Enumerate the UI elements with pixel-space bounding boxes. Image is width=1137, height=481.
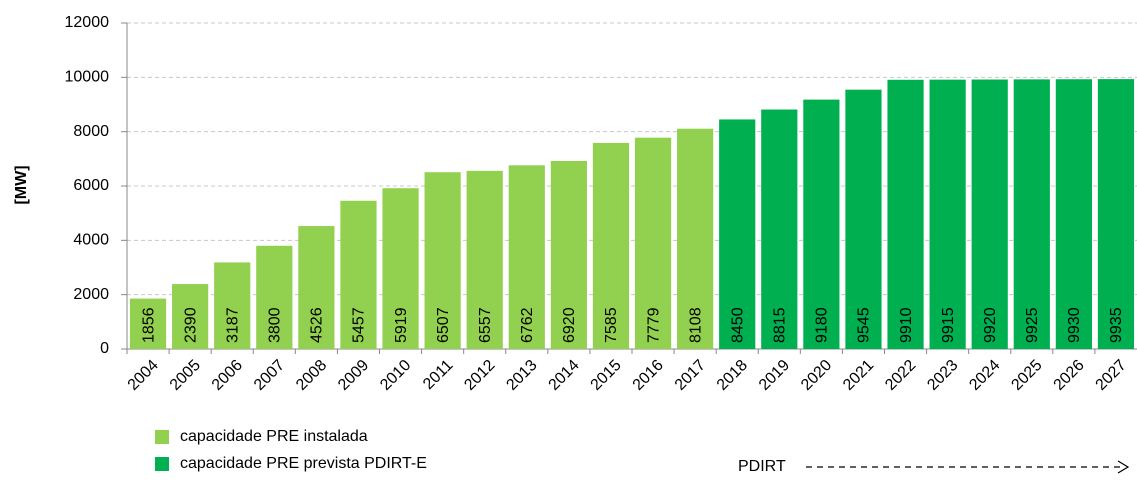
- bar: [634, 137, 672, 349]
- x-tick-label: 2017: [672, 357, 709, 394]
- bar: [677, 128, 714, 349]
- bar: [1097, 79, 1135, 349]
- bar: [971, 79, 1008, 350]
- y-tick-label: 4000: [73, 232, 109, 249]
- value-label: 7585: [603, 307, 620, 343]
- x-tick-label: 2009: [335, 357, 372, 394]
- value-label: 9930: [1066, 307, 1083, 343]
- bar: [424, 172, 461, 349]
- x-tick-label: 2021: [840, 357, 877, 394]
- bar: [466, 170, 503, 349]
- x-tick-label: 2026: [1050, 357, 1087, 394]
- bar: [1055, 79, 1092, 350]
- x-tick-label: 2022: [882, 357, 919, 394]
- x-tick-label: 2012: [461, 357, 498, 394]
- value-label: 8815: [772, 307, 789, 343]
- x-tick-label: 2023: [924, 357, 961, 394]
- value-label: 8450: [729, 307, 746, 343]
- x-tick-label: 2015: [588, 357, 625, 394]
- legend-swatch: [155, 430, 169, 444]
- value-label: 9545: [856, 307, 873, 343]
- value-label: 5457: [351, 307, 368, 343]
- value-label: 8108: [687, 307, 704, 343]
- value-label: 5919: [393, 307, 410, 343]
- x-tick-label: 2019: [756, 357, 793, 394]
- value-label: 9920: [982, 307, 999, 343]
- y-tick-label: 8000: [73, 123, 109, 140]
- value-label: 6762: [519, 307, 536, 343]
- legend-label: capacidade PRE instalada: [180, 428, 368, 445]
- annotation-arrowhead: [1117, 460, 1130, 474]
- bar: [298, 226, 335, 349]
- x-tick-label: 2025: [1008, 357, 1045, 394]
- bar: [550, 161, 587, 349]
- x-tick-label: 2018: [714, 357, 751, 394]
- x-tick-label: 2027: [1093, 357, 1130, 394]
- bar: [508, 165, 545, 349]
- value-label: 7779: [645, 307, 662, 343]
- legend-label: capacidade PRE prevista PDIRT-E: [180, 455, 427, 472]
- bar: [382, 188, 419, 349]
- y-tick-label: 10000: [65, 69, 110, 86]
- bar: [719, 119, 756, 349]
- x-tick-label: 2020: [798, 357, 835, 394]
- value-label: 9180: [814, 307, 831, 343]
- x-tick-label: 2014: [545, 357, 582, 394]
- annotation: PDIRT: [738, 458, 786, 475]
- bar: [172, 284, 209, 349]
- x-tick-label: 2011: [420, 357, 456, 393]
- y-tick-label: 2000: [73, 286, 109, 303]
- value-label: 6557: [477, 307, 494, 343]
- bar: [129, 298, 167, 349]
- x-tick-label: 2016: [630, 357, 667, 394]
- bar: [845, 89, 882, 350]
- y-tick-label: 6000: [73, 177, 109, 194]
- x-tick-label: 2013: [503, 357, 540, 394]
- x-tick-label: 2010: [377, 357, 414, 394]
- bar: [592, 142, 630, 349]
- x-tick-label: 2024: [966, 357, 1003, 394]
- value-label: 9910: [898, 307, 915, 343]
- value-label: 1856: [140, 307, 157, 343]
- bar: [761, 109, 798, 349]
- x-tick-label: 2005: [167, 357, 204, 394]
- value-label: 2390: [182, 307, 199, 343]
- bar: [929, 79, 966, 349]
- value-label: 3187: [224, 307, 241, 343]
- x-tick-label: 2006: [209, 357, 246, 394]
- value-label: 9915: [940, 307, 957, 343]
- value-label: 9925: [1024, 307, 1041, 343]
- y-tick-label: 12000: [65, 14, 110, 31]
- bar: [340, 200, 377, 349]
- y-tick-label: 0: [100, 340, 109, 357]
- legend-swatch: [155, 457, 169, 471]
- value-label: 9935: [1108, 307, 1125, 343]
- value-label: 6920: [561, 307, 578, 343]
- value-label: 6507: [435, 307, 452, 343]
- y-axis-label: [MW]: [13, 165, 30, 204]
- x-tick-label: 2007: [251, 357, 288, 394]
- value-label: 3800: [267, 307, 284, 343]
- x-tick-label: 2004: [125, 357, 162, 394]
- bar: [256, 245, 293, 349]
- bar: [214, 262, 251, 349]
- value-label: 4526: [309, 307, 326, 343]
- bar: [887, 79, 924, 350]
- x-tick-label: 2008: [293, 357, 330, 394]
- bar: [1013, 79, 1050, 349]
- bar: [803, 99, 840, 349]
